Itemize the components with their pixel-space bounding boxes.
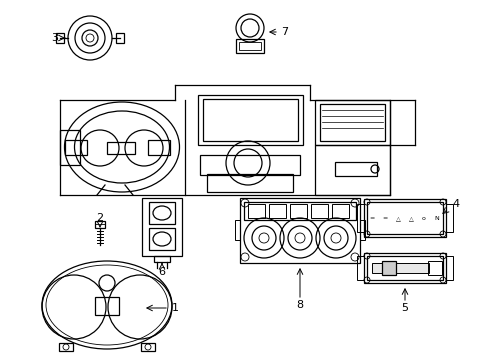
Text: 7: 7 [281,27,288,37]
Bar [366,256,442,280]
Text: △: △ [408,216,412,221]
Bar [244,202,355,220]
Bar [206,174,292,192]
Bar [334,162,376,176]
Bar [427,261,441,275]
Bar [95,297,119,315]
Bar [319,104,384,141]
Bar [268,204,285,218]
Bar [363,253,445,283]
Bar [107,142,135,154]
Bar [445,204,452,232]
Text: =: = [368,216,374,221]
Bar [203,99,297,141]
Text: N: N [434,216,439,221]
Bar [314,145,389,195]
Bar [331,204,348,218]
Bar [240,198,359,263]
Text: 6: 6 [158,267,165,277]
Bar [154,256,170,262]
Bar [56,33,64,43]
Bar [95,221,105,228]
Bar [149,202,175,224]
Bar [359,220,364,240]
Text: o: o [421,216,425,221]
Bar [366,202,442,234]
Bar [141,343,155,351]
Bar [235,220,240,240]
Text: =: = [382,216,387,221]
Bar [60,130,80,165]
Text: 2: 2 [96,213,103,223]
Bar [310,204,327,218]
Bar [148,140,170,155]
Bar [356,256,363,280]
Bar [65,140,87,155]
Bar [236,39,264,53]
Bar [356,204,363,232]
Bar [149,228,175,250]
Bar [247,204,264,218]
Text: 1: 1 [171,303,178,313]
Text: △: △ [395,216,400,221]
Text: 5: 5 [401,303,407,313]
Bar [381,261,395,275]
Text: 4: 4 [451,199,459,209]
Bar [445,256,452,280]
Bar [116,33,124,43]
Text: 3: 3 [51,33,59,43]
Bar [371,263,428,273]
Bar [239,42,261,50]
Bar [363,199,445,237]
Bar [198,95,303,145]
Text: 8: 8 [296,300,303,310]
Bar [314,100,389,145]
Bar [200,155,299,175]
Bar [59,343,73,351]
Bar [142,198,182,256]
Bar [289,204,306,218]
